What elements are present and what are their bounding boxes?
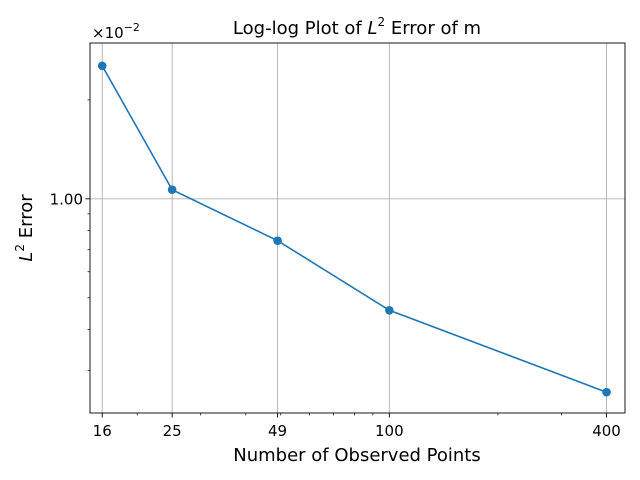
x-tick-label: 49 (268, 422, 287, 440)
plot-frame (89, 42, 626, 414)
x-tick-label: 16 (93, 422, 112, 440)
series-line (101, 65, 607, 393)
data-point (167, 185, 177, 195)
data-point (385, 305, 394, 315)
data-point (273, 236, 282, 245)
axes-layer: 16 25 49 100 400 1.00 (50, 42, 626, 440)
x-tick-label: 25 (163, 422, 182, 440)
chart-title: Log-log Plot of L2 Error of m (233, 15, 481, 39)
x-axis-label: Number of Observed Points (233, 445, 481, 466)
y-tick-label: 1.00 (50, 190, 83, 208)
grid-layer (90, 43, 625, 413)
y-axis-multiplier: ×10−2 (92, 21, 140, 42)
y-axis-label: L2 Error (13, 194, 37, 262)
data-point (97, 61, 107, 71)
data-point (602, 387, 611, 397)
x-tick-label: 100 (375, 422, 404, 440)
series-layer (97, 61, 611, 397)
x-tick-label: 400 (592, 422, 621, 440)
